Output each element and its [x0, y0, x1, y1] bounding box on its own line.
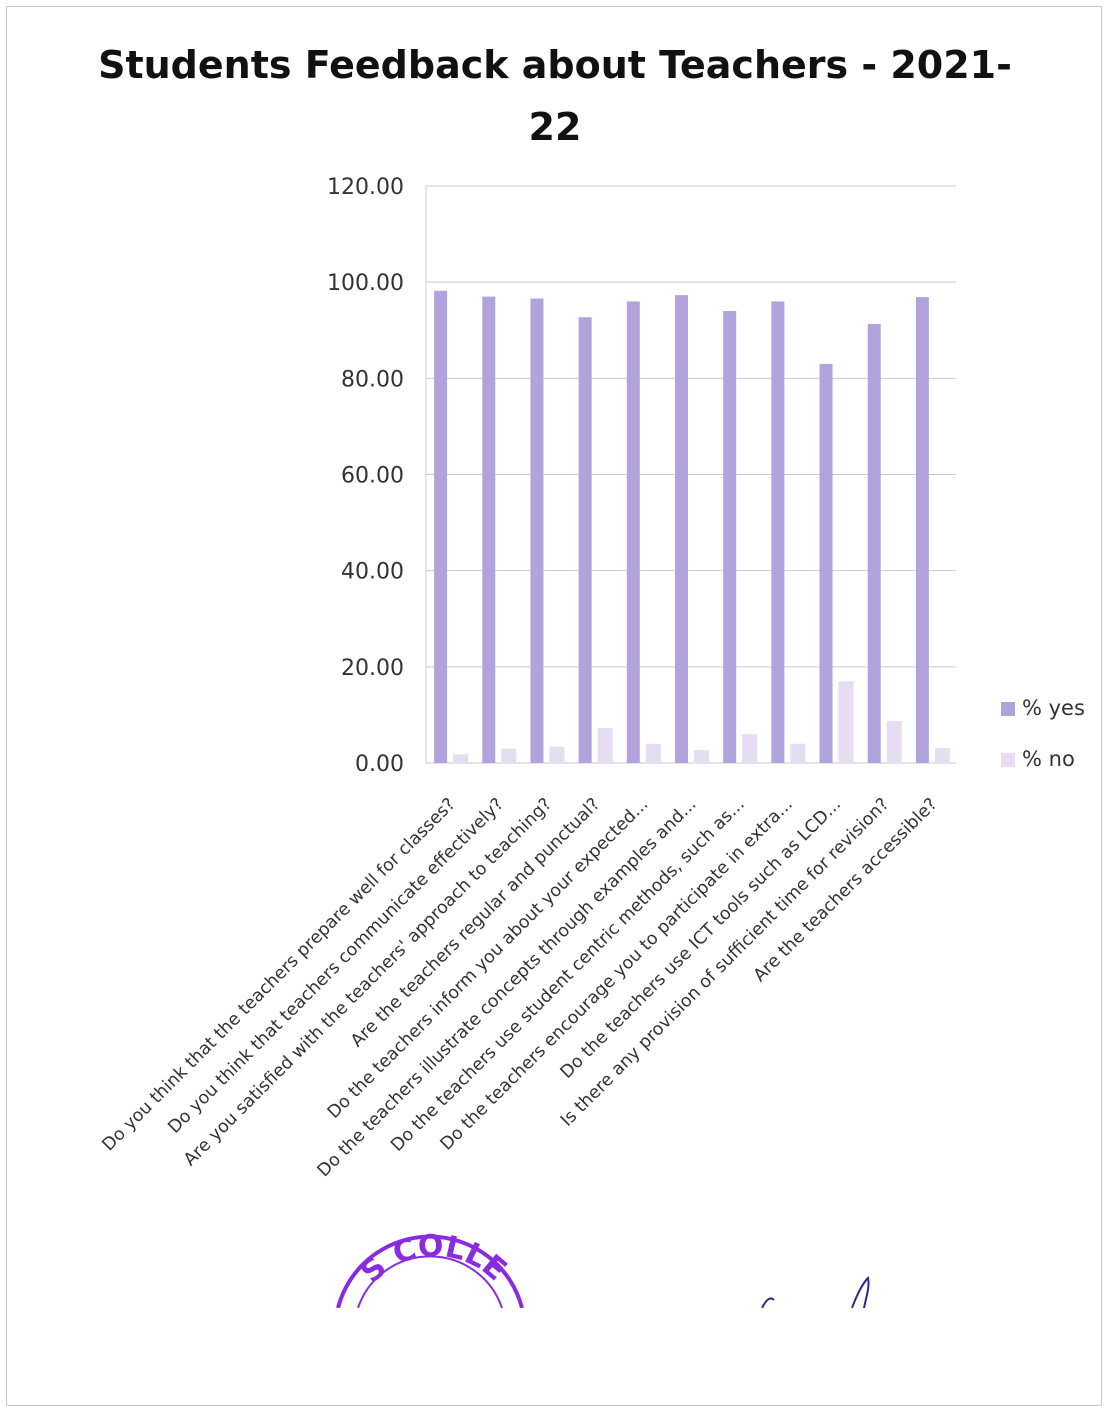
bars	[434, 290, 950, 763]
legend-label: % yes	[1022, 696, 1085, 720]
y-tick-label: 120.00	[327, 175, 404, 200]
signature-stroke	[761, 1297, 775, 1308]
bar-yes	[819, 363, 833, 763]
bar-no	[549, 746, 565, 763]
chart-title-line-1: Students Feedback about Teachers - 2021-	[98, 43, 1012, 87]
bar-yes	[915, 297, 929, 763]
y-tick-label: 80.00	[341, 367, 404, 392]
x-axis-labels: Do you think that the teachers prepare w…	[99, 794, 942, 1181]
bar-yes	[626, 301, 640, 763]
bar-yes	[723, 311, 737, 763]
bar-yes	[675, 295, 688, 763]
signature-stroke	[851, 1276, 870, 1308]
college-stamp: S COLLE	[336, 1229, 524, 1308]
legend-label: % no	[1022, 747, 1075, 771]
gridlines	[425, 185, 956, 764]
stamp-inner-ring	[357, 1255, 503, 1308]
bar-yes	[867, 323, 881, 763]
y-tick-label: 40.00	[341, 560, 404, 585]
bar-no	[694, 750, 709, 763]
bar-yes	[530, 298, 544, 763]
bar-yes	[434, 290, 448, 763]
y-tick-label: 0.00	[355, 752, 404, 777]
y-tick-label: 60.00	[341, 464, 404, 489]
y-tick-label: 100.00	[327, 271, 404, 296]
bar-yes	[482, 296, 496, 763]
bar-no	[886, 721, 902, 763]
y-axis-ticks: 0.00 20.00 40.00 60.00 80.00 100.00 120.00	[327, 175, 404, 777]
chart-title-line-2: 22	[528, 105, 582, 149]
legend-swatch	[1001, 753, 1015, 767]
y-tick-label: 20.00	[341, 656, 404, 681]
stamp-text-path: S COLLE	[354, 1229, 513, 1291]
bar-no	[742, 734, 758, 763]
chart-title: Students Feedback about Teachers - 2021-…	[60, 34, 1050, 158]
bar-no	[645, 743, 661, 763]
legend-swatch	[1001, 702, 1015, 716]
bar-no	[838, 681, 854, 763]
stamp-outer-ring	[336, 1234, 524, 1308]
bar-chart: 0.00 20.00 40.00 60.00 80.00 100.00 120.00 Do …	[99, 175, 1085, 1308]
bar-no	[453, 754, 469, 763]
bar-yes	[578, 317, 592, 763]
bar-no	[790, 743, 806, 763]
stamp-text: S COLLE	[354, 1229, 513, 1291]
signature	[761, 1276, 870, 1308]
bar-no	[934, 748, 950, 763]
legend: % yes % no	[1001, 696, 1085, 771]
bar-yes	[771, 301, 785, 763]
bar-no	[501, 748, 517, 763]
bar-no	[597, 727, 613, 763]
